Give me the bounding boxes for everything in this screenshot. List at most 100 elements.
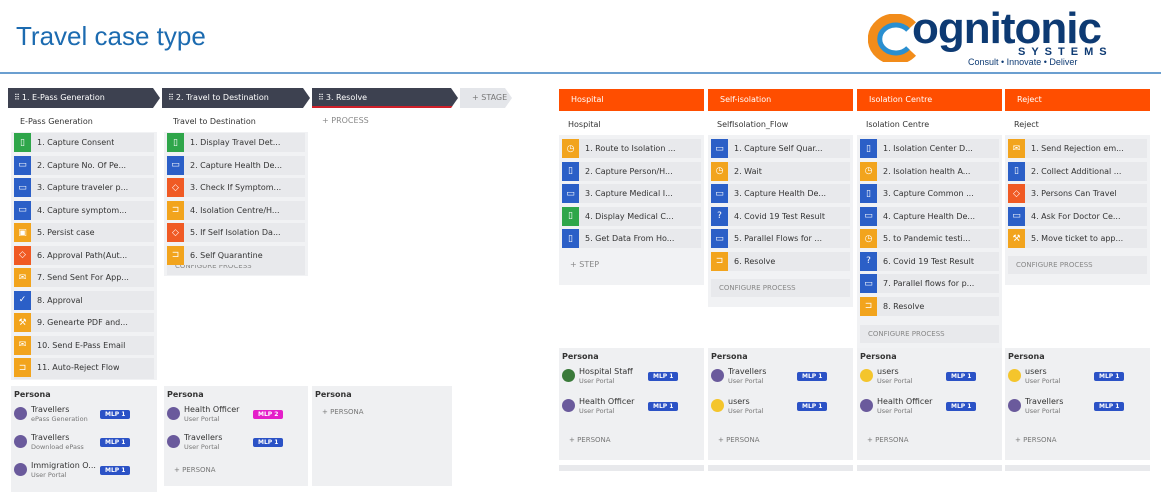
persona-name: users bbox=[1025, 367, 1047, 376]
drag-handle-icon[interactable]: ⠿ bbox=[318, 93, 323, 102]
persona-row[interactable]: Health Officer User Portal MLP 2 bbox=[167, 404, 305, 426]
step-item[interactable]: ▭ 5. Parallel Flows for ... bbox=[711, 229, 850, 248]
step-item[interactable]: ⊐ 8. Resolve bbox=[860, 296, 999, 316]
configure-process-button[interactable]: CONFIGURE PROCESS bbox=[1008, 255, 1147, 274]
persona-row[interactable]: users User Portal MLP 1 bbox=[860, 366, 999, 388]
stage-label: 1. E-Pass Generation bbox=[21, 93, 105, 102]
document-icon: ▯ bbox=[860, 139, 877, 158]
persona-row[interactable]: Travellers User Portal MLP 1 bbox=[1008, 396, 1147, 418]
step-item[interactable]: ▯ 1. Display Travel Det... bbox=[167, 133, 305, 152]
step-item[interactable]: ▭ 1. Capture Self Quar... bbox=[711, 139, 850, 158]
process-name[interactable]: E-Pass Generation bbox=[11, 112, 157, 132]
step-label: 6. Approval Path(Aut... bbox=[37, 250, 128, 260]
add-persona-button[interactable]: + PERSONA bbox=[174, 466, 216, 474]
add-persona-button[interactable]: + PERSONA bbox=[718, 436, 760, 444]
step-item[interactable]: ✉ 10. Send E-Pass Email bbox=[14, 335, 154, 355]
add-persona-button[interactable]: + PERSONA bbox=[1015, 436, 1057, 444]
step-item[interactable]: ▯ 2. Capture Person/H... bbox=[562, 161, 701, 181]
step-item[interactable]: ⊐ 11. Auto-Reject Flow bbox=[14, 358, 154, 377]
persona-row[interactable]: Health Officer User Portal MLP 1 bbox=[860, 396, 999, 418]
question-icon: ? bbox=[711, 206, 728, 226]
step-item[interactable]: ▯ 2. Collect Additional ... bbox=[1008, 161, 1147, 181]
persona-row[interactable]: users User Portal MLP 1 bbox=[1008, 366, 1147, 388]
step-item[interactable]: ▭ 4. Ask For Doctor Ce... bbox=[1008, 206, 1147, 226]
add-step-button[interactable]: + STEP bbox=[570, 259, 600, 269]
stage-header[interactable]: Reject bbox=[1005, 89, 1150, 111]
step-item[interactable]: ▯ 5. Get Data From Ho... bbox=[562, 229, 701, 248]
persona-row[interactable]: Health Officer User Portal MLP 1 bbox=[562, 396, 701, 418]
logo-tagline: Consult • Innovate • Deliver bbox=[968, 57, 1078, 67]
process-name[interactable]: Hospital bbox=[559, 115, 704, 135]
add-stage-button[interactable]: + STAGE bbox=[460, 88, 512, 108]
step-label: 2. Wait bbox=[734, 166, 762, 176]
step-item[interactable]: ▭ 3. Capture traveler p... bbox=[14, 178, 154, 197]
step-item[interactable]: ⚒ 5. Move ticket to app... bbox=[1008, 229, 1147, 248]
add-process-button[interactable]: + PROCESS bbox=[322, 116, 369, 125]
step-item[interactable]: ⚒ 9. Genearte PDF and... bbox=[14, 313, 154, 332]
add-persona-button[interactable]: + PERSONA bbox=[322, 408, 364, 416]
clock-icon: ◷ bbox=[860, 229, 877, 248]
step-item[interactable]: ⊐ 6. Resolve bbox=[711, 251, 850, 271]
process-name[interactable]: Travel to Destination bbox=[164, 112, 308, 132]
process-name[interactable]: SelfIsolation_Flow bbox=[708, 115, 853, 135]
persona-row[interactable]: Immigration O... User Portal MLP 1 bbox=[14, 460, 154, 482]
step-item[interactable]: ◷ 2. Isolation health A... bbox=[860, 161, 999, 181]
step-item[interactable]: ✉ 7. Send Sent For App... bbox=[14, 268, 154, 287]
persona-row[interactable]: Travellers User Portal MLP 1 bbox=[711, 366, 850, 388]
persona-row[interactable]: Travellers User Portal MLP 1 bbox=[167, 432, 305, 454]
step-item[interactable]: ▭ 3. Capture Health De... bbox=[711, 184, 850, 203]
step-label: 2. Capture No. Of Pe... bbox=[37, 160, 127, 170]
step-item[interactable]: ▭ 2. Capture Health De... bbox=[167, 155, 305, 175]
step-label: 1. Send Rejection em... bbox=[1031, 144, 1124, 153]
add-persona-button[interactable]: + PERSONA bbox=[569, 436, 611, 444]
step-item[interactable]: ◇ 6. Approval Path(Aut... bbox=[14, 245, 154, 265]
step-item[interactable]: ◷ 2. Wait bbox=[711, 161, 850, 181]
process-name[interactable]: Isolation Centre bbox=[857, 115, 1002, 135]
step-label: 3. Capture traveler p... bbox=[37, 183, 129, 192]
step-item[interactable]: ▯ 3. Capture Common ... bbox=[860, 184, 999, 203]
add-persona-button[interactable]: + PERSONA bbox=[867, 436, 909, 444]
configure-process-button[interactable]: CONFIGURE PROCESS bbox=[860, 325, 999, 344]
step-item[interactable]: ▭ 3. Capture Medical I... bbox=[562, 184, 701, 203]
step-item[interactable]: ⊐ 4. Isolation Centre/H... bbox=[167, 200, 305, 220]
step-item[interactable]: ▯ 1. Capture Consent bbox=[14, 133, 154, 152]
step-item[interactable]: ? 4. Covid 19 Test Result bbox=[711, 206, 850, 226]
stage-header[interactable]: Hospital bbox=[559, 89, 704, 111]
stage-header[interactable]: Isolation Centre bbox=[857, 89, 1002, 111]
step-item[interactable]: ◷ 1. Route to Isolation ... bbox=[562, 139, 701, 158]
step-item[interactable]: ✉ 1. Send Rejection em... bbox=[1008, 139, 1147, 158]
persona-row[interactable]: Travellers Download ePass MLP 1 bbox=[14, 432, 154, 454]
step-item[interactable]: ✓ 8. Approval bbox=[14, 290, 154, 310]
persona-row[interactable]: Hospital Staff User Portal MLP 1 bbox=[562, 366, 701, 388]
step-item[interactable]: ▭ 4. Capture symptom... bbox=[14, 200, 154, 220]
persona-name: users bbox=[728, 397, 750, 406]
configure-process-button[interactable]: CONFIGURE PROCESS bbox=[711, 278, 850, 297]
stage-resolve[interactable]: ⠿ 3. Resolve bbox=[312, 88, 458, 108]
step-item[interactable]: ▯ 1. Isolation Center D... bbox=[860, 139, 999, 158]
stage-travel-to-destination[interactable]: ⠿ 2. Travel to Destination bbox=[162, 88, 310, 108]
step-item[interactable]: ▯ 4. Display Medical C... bbox=[562, 206, 701, 226]
stage-header[interactable]: Self-isolation bbox=[708, 89, 853, 111]
step-item[interactable]: ◷ 5. to Pandemic testi... bbox=[860, 229, 999, 248]
avatar-icon bbox=[562, 369, 575, 382]
step-item[interactable]: ▭ 4. Capture Health De... bbox=[860, 206, 999, 226]
step-item[interactable]: ◇ 3. Check If Symptom... bbox=[167, 178, 305, 197]
step-label: 1. Capture Consent bbox=[37, 138, 115, 147]
logo-c-icon bbox=[868, 14, 916, 62]
stage-e-pass-generation[interactable]: ⠿ 1. E-Pass Generation bbox=[8, 88, 160, 108]
process-column: Reject ✉ 1. Send Rejection em... ▯ 2. Collec… bbox=[1005, 115, 1150, 285]
persona-row[interactable]: users User Portal MLP 1 bbox=[711, 396, 850, 418]
step-item[interactable]: ◇ 3. Persons Can Travel bbox=[1008, 184, 1147, 203]
step-item[interactable]: ▣ 5. Persist case bbox=[14, 223, 154, 242]
subprocess-icon: ⊐ bbox=[167, 245, 184, 265]
step-item[interactable]: ▭ 7. Parallel flows for p... bbox=[860, 274, 999, 293]
step-item[interactable]: ? 6. Covid 19 Test Result bbox=[860, 251, 999, 271]
step-item[interactable]: ▭ 2. Capture No. Of Pe... bbox=[14, 155, 154, 175]
persona-name: users bbox=[877, 367, 899, 376]
drag-handle-icon[interactable]: ⠿ bbox=[168, 93, 173, 102]
drag-handle-icon[interactable]: ⠿ bbox=[14, 93, 19, 102]
step-item[interactable]: ⊐ 6. Self Quarantine bbox=[167, 245, 305, 265]
step-item[interactable]: ◇ 5. If Self Isolation Da... bbox=[167, 223, 305, 242]
persona-row[interactable]: Travellers ePass Generation MLP 1 bbox=[14, 404, 154, 426]
process-name[interactable]: Reject bbox=[1005, 115, 1150, 135]
